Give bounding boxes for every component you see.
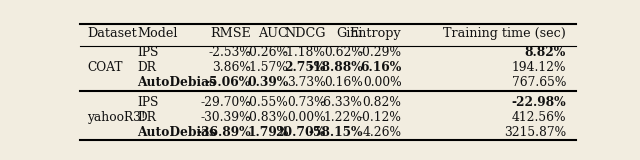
Text: 1.22%: 1.22% bbox=[324, 111, 363, 124]
Text: IPS: IPS bbox=[137, 96, 159, 109]
Text: DR: DR bbox=[137, 111, 156, 124]
Text: 2.75%: 2.75% bbox=[284, 61, 326, 74]
Text: 0.82%: 0.82% bbox=[362, 96, 401, 109]
Text: AutoDebias: AutoDebias bbox=[137, 126, 216, 139]
Text: Training time (sec): Training time (sec) bbox=[444, 27, 566, 40]
Text: IPS: IPS bbox=[137, 46, 159, 60]
Text: 0.00%: 0.00% bbox=[363, 76, 401, 89]
Text: AUC: AUC bbox=[259, 27, 288, 40]
Text: AutoDebias: AutoDebias bbox=[137, 76, 216, 89]
Text: NDCG: NDCG bbox=[284, 27, 326, 40]
Text: 0.00%: 0.00% bbox=[287, 111, 326, 124]
Text: yahooR3!: yahooR3! bbox=[88, 111, 146, 124]
Text: RMSE: RMSE bbox=[211, 27, 251, 40]
Text: COAT: COAT bbox=[88, 61, 123, 74]
Text: 1.79%: 1.79% bbox=[247, 126, 288, 139]
Text: 4.26%: 4.26% bbox=[362, 126, 401, 139]
Text: -58.15%: -58.15% bbox=[308, 126, 363, 139]
Text: -30.39%: -30.39% bbox=[200, 111, 251, 124]
Text: 0.73%: 0.73% bbox=[287, 96, 326, 109]
Text: -1.57%: -1.57% bbox=[246, 61, 288, 74]
Text: 8.82%: 8.82% bbox=[525, 46, 566, 60]
Text: -2.53%: -2.53% bbox=[208, 46, 251, 60]
Text: 767.65%: 767.65% bbox=[512, 76, 566, 89]
Text: 6.16%: 6.16% bbox=[360, 61, 401, 74]
Text: 0.16%: 0.16% bbox=[324, 76, 363, 89]
Text: Model: Model bbox=[137, 27, 177, 40]
Text: 0.39%: 0.39% bbox=[247, 76, 288, 89]
Text: Entropy: Entropy bbox=[349, 27, 401, 40]
Text: 3.86%: 3.86% bbox=[212, 61, 251, 74]
Text: -0.29%: -0.29% bbox=[358, 46, 401, 60]
Text: Gini: Gini bbox=[336, 27, 363, 40]
Text: -0.55%: -0.55% bbox=[246, 96, 288, 109]
Text: 412.56%: 412.56% bbox=[511, 111, 566, 124]
Text: -22.98%: -22.98% bbox=[511, 96, 566, 109]
Text: 20.70%: 20.70% bbox=[275, 126, 326, 139]
Text: -36.89%: -36.89% bbox=[196, 126, 251, 139]
Text: -29.70%: -29.70% bbox=[200, 96, 251, 109]
Text: -6.33%: -6.33% bbox=[320, 96, 363, 109]
Text: -18.88%: -18.88% bbox=[308, 61, 363, 74]
Text: 3215.87%: 3215.87% bbox=[504, 126, 566, 139]
Text: 0.62%: 0.62% bbox=[324, 46, 363, 60]
Text: DR: DR bbox=[137, 61, 156, 74]
Text: -0.83%: -0.83% bbox=[246, 111, 288, 124]
Text: -5.06%: -5.06% bbox=[205, 76, 251, 89]
Text: -0.12%: -0.12% bbox=[358, 111, 401, 124]
Text: -1.18%: -1.18% bbox=[283, 46, 326, 60]
Text: -0.26%: -0.26% bbox=[245, 46, 288, 60]
Text: Dataset: Dataset bbox=[88, 27, 137, 40]
Text: 194.12%: 194.12% bbox=[511, 61, 566, 74]
Text: 3.73%: 3.73% bbox=[287, 76, 326, 89]
